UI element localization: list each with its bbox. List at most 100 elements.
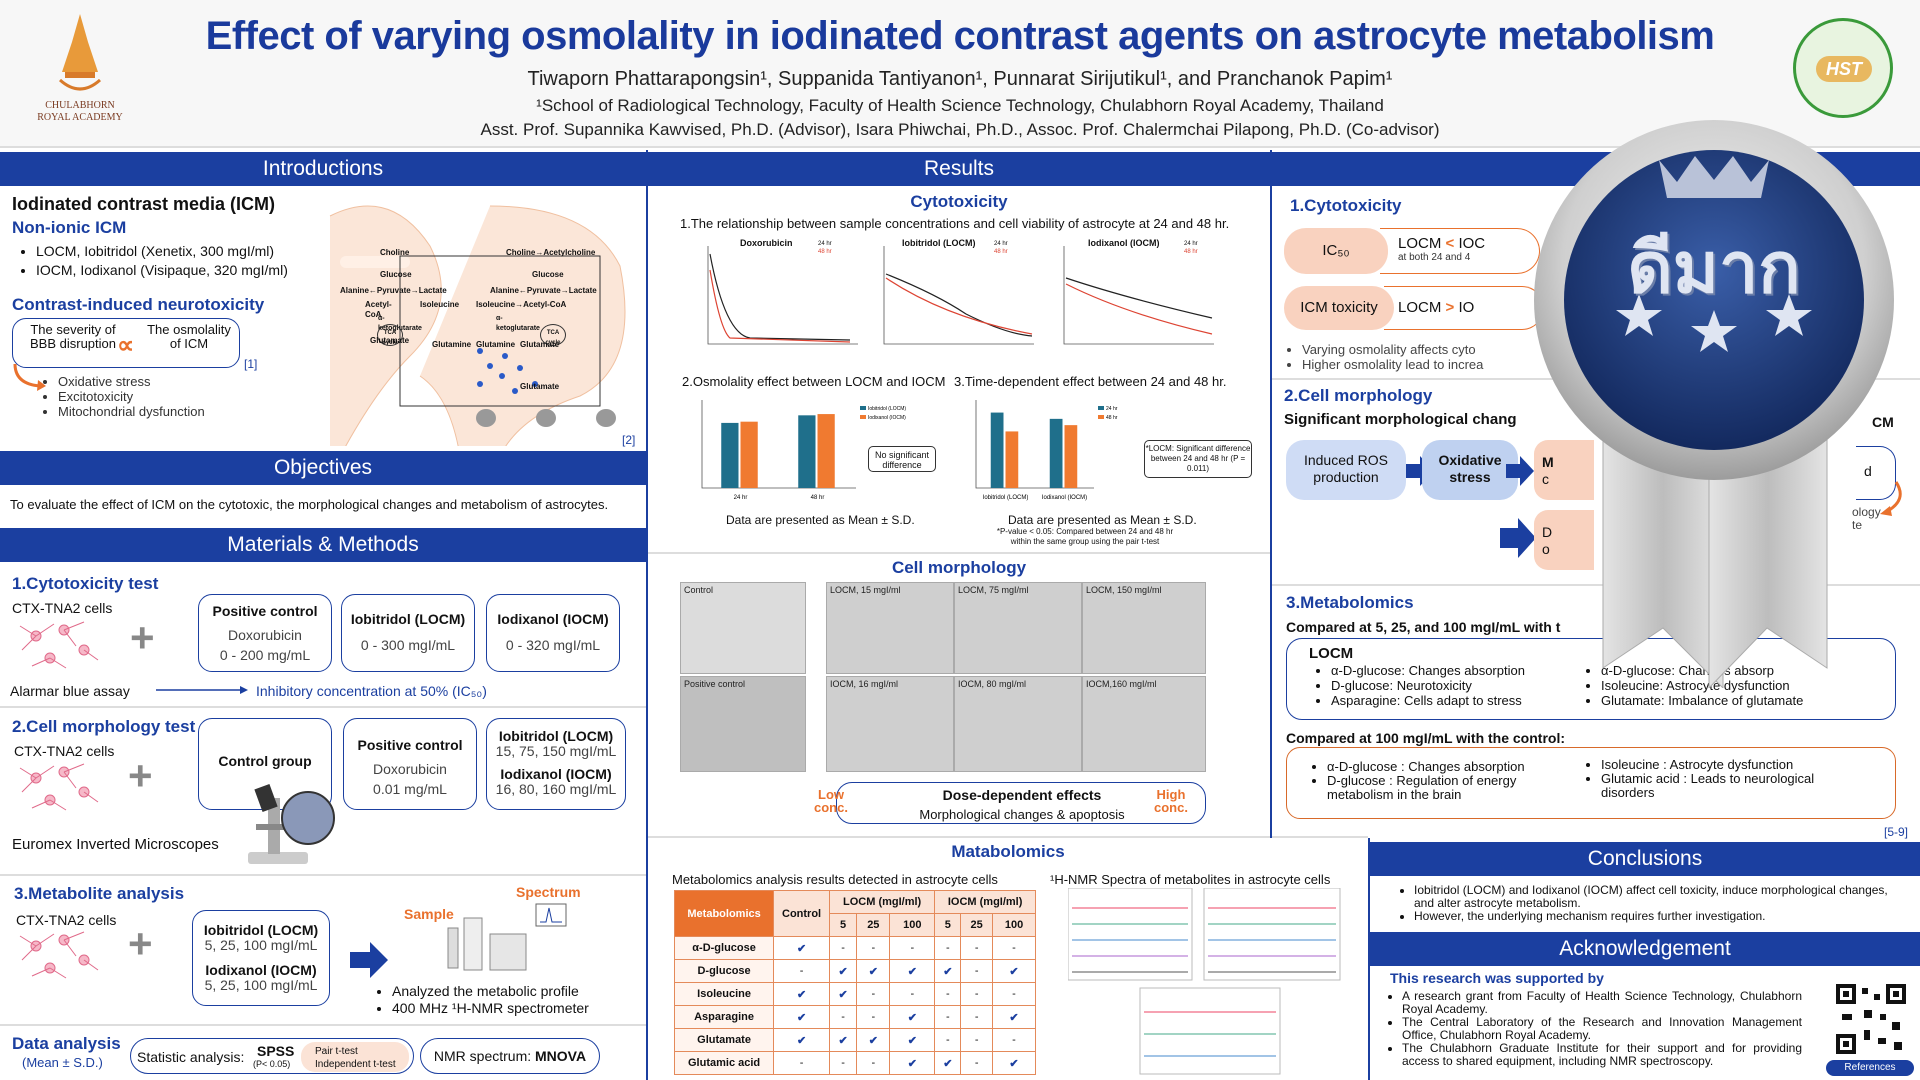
r-s2: 2.Cell morphology [1284, 386, 1433, 405]
table-row: Isoleucine ✔ ✔ - - - - - [673, 982, 1036, 1006]
mean-note-2: Data are presented as Mean ± S.D. [1008, 513, 1197, 527]
nmr-spectra-image [1068, 888, 1341, 1075]
metabolite-cell: ✔ [889, 959, 936, 983]
metabolite-cell: - [992, 982, 1036, 1006]
analysis-list: Analyzed the metabolic profile 400 MHz ¹… [392, 983, 589, 1017]
ref-1: [1] [244, 357, 258, 371]
astrocyte-cells-icon [19, 621, 99, 669]
tick-label: Iodixanol (IOCM) [1042, 495, 1087, 501]
metabolite-cell: - [960, 1005, 994, 1029]
metabolite-cell: - [856, 1005, 891, 1029]
icm-item: LOCM, Iobitridol (Xenetix, 300 mgI/ml) [36, 242, 288, 261]
metabolite-cell: - [960, 936, 994, 960]
metabolite-cell: - [828, 936, 858, 960]
dia-ach: Choline→Acetylcholine [506, 248, 596, 257]
sig-morph: Significant morphological chang [1284, 411, 1517, 428]
morph-frag-box: d [1856, 446, 1896, 500]
table-row: D-glucose - ✔ ✔ ✔ ✔ - ✔ [673, 959, 1036, 983]
metabolite-name: Asparagine [673, 1005, 775, 1029]
curved-arrow-icon [13, 363, 46, 391]
dia-tca2: TCA cycle [540, 324, 566, 346]
table-row: Asparagine ✔ - - ✔ - - ✔ [673, 1005, 1036, 1029]
ack-title: This research was supported by [1390, 970, 1604, 986]
nmr-label: NMR spectrum: [433, 1048, 532, 1064]
image-locm-15: LOCM, 15 mgI/ml [826, 582, 954, 674]
legend-label: 24 hr [1106, 406, 1118, 412]
stat-box: Statistic analysis: SPSS (P< 0.05) Pair … [130, 1038, 414, 1074]
results-bar: Results [648, 152, 1270, 186]
medal-text: ดีมาก [1627, 227, 1801, 309]
advisors: Asst. Prof. Supannika Kawvised, Ph.D. (A… [480, 120, 1440, 139]
effect-item: Mitochondrial dysfunction [58, 404, 205, 419]
alamar-text: Alarmar blue assay [10, 683, 130, 699]
mnova-label: MNOVA [535, 1048, 587, 1064]
compare-text-1: Compared at 5, 25, and 100 mgI/mL with t [1286, 619, 1561, 635]
mm-cells3: CTX-TNA2 cells [16, 912, 117, 928]
metabolite-cell: ✔ [889, 1028, 936, 1052]
nmr-box: NMR spectrum: MNOVA [420, 1038, 600, 1074]
metabolite-cell: ✔ [934, 959, 962, 983]
toxicity-pill: ICM toxicity [1284, 286, 1394, 330]
intro-h3: Contrast-induced neurotoxicity [12, 295, 265, 314]
metabolite-cell: - [960, 1051, 994, 1075]
legend-swatch [1098, 406, 1104, 410]
dia-iso2: Isoleucine→Acetyl-CoA [476, 300, 567, 309]
authors: Tiwaporn Phattarapongsin¹, Suppanida Tan… [527, 68, 1393, 90]
microscope-text: Euromex Inverted Microscopes [12, 836, 219, 853]
nmr-spectrometer-icon [447, 903, 567, 971]
effect-item: Excitotoxicity [58, 389, 205, 404]
dia-gln1: Glutamine [432, 340, 472, 349]
analysis-item: Analyzed the metabolic profile [392, 983, 589, 1000]
plus-icon: + [130, 614, 155, 661]
dose-subtitle: Morphological changes & apoptosis [919, 807, 1125, 822]
conclusions-bar: Conclusions [1370, 842, 1920, 876]
ack-list: A research grant from Faculty of Health … [1402, 990, 1802, 1068]
legend-swatch [860, 406, 866, 410]
metabolism-diagram [329, 205, 626, 446]
dose-title: Dose-dependent effects [942, 787, 1102, 803]
metabolite-cell: ✔ [773, 982, 830, 1006]
qr-code-icon [1834, 982, 1908, 1056]
th-control: Control [773, 890, 830, 937]
dia-choline: Choline [380, 248, 410, 257]
legend-label: 48 hr [1106, 415, 1118, 421]
th-locm: LOCM (mgI/ml) [828, 890, 936, 914]
mm-s2: 2.Cell morphology test [12, 717, 196, 736]
metabolite-cell: ✔ [992, 1051, 1036, 1075]
arrow-right-icon [1500, 518, 1536, 558]
curve-legend: 24 hr 48 hr [818, 241, 832, 255]
spss-label: SPSS [257, 1043, 295, 1059]
dia-akg2: α-ketoglutarate [496, 315, 540, 332]
ic50-text: Inhibitory concentration at 50% (IC₅₀) [256, 683, 487, 699]
metab-summary-1: LOCM α-D-glucose: Changes absorptionD-gl… [1286, 638, 1896, 720]
metab-summary-2: α-D-glucose : Changes absorptionD-glucos… [1286, 747, 1896, 819]
metabolite-cell: - [889, 982, 936, 1006]
mean-note-1: Data are presented as Mean ± S.D. [726, 513, 915, 527]
metabolite-cell: ✔ [934, 1051, 962, 1075]
astrocyte-cells-icon [19, 931, 99, 979]
plus-icon: + [128, 920, 153, 967]
concentration-box-2: Iobitridol (LOCM) 15, 75, 150 mgI/mL Iod… [486, 718, 626, 810]
effect-item: Oxidative stress [58, 374, 205, 389]
curve-legend: 24 hr 48 hr [1184, 241, 1198, 255]
methods-bar: Materials & Methods [0, 528, 646, 562]
mm-s1: 1.Cytotoxicity test [12, 574, 159, 593]
metabolomics-table: Metabolomics Control LOCM (mgI/ml) IOCM (mg… [673, 890, 1036, 1075]
metabolite-cell: - [856, 982, 891, 1006]
ic50-pill: IC₅₀ [1284, 228, 1388, 274]
r-s1: 1.Cytotoxicity [1290, 196, 1402, 215]
oxidative-pill: Oxidative stress [1422, 440, 1518, 500]
metabolite-cell: ✔ [856, 959, 891, 983]
intro-bar: Introductions [0, 152, 646, 186]
metabolite-cell: - [960, 1028, 994, 1052]
metabolite-cell: - [773, 959, 830, 983]
astrocyte-cells-icon [19, 763, 99, 811]
high-conc: High conc. [1154, 787, 1188, 815]
dia-glu1: Glutamate [370, 336, 410, 345]
positive-control-box-2: Positive control Doxorubicin 0.01 mg/mL [343, 718, 477, 810]
metabolite-cell: ✔ [992, 959, 1036, 983]
metabolite-cell: ✔ [773, 936, 830, 960]
references-button[interactable]: References [1826, 1060, 1914, 1076]
metabolite-cell: - [960, 982, 994, 1006]
bar [798, 415, 816, 488]
